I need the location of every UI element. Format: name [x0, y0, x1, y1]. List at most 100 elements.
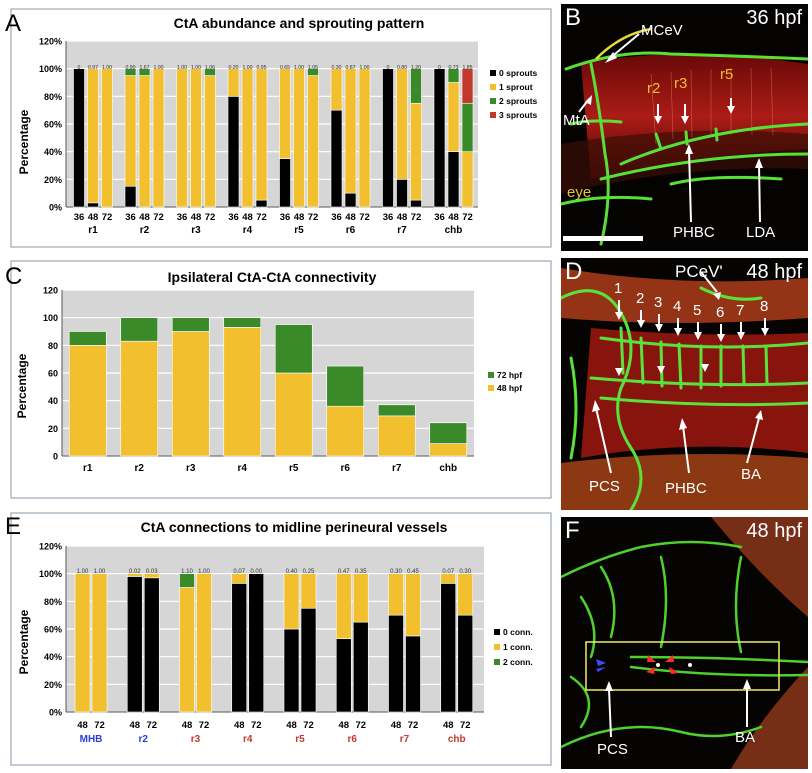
bar-segment — [307, 75, 319, 208]
bar-segment — [388, 573, 404, 616]
legend-swatch — [488, 385, 494, 391]
chart-c-ylabel: Percentage — [15, 353, 29, 418]
group-label: r4 — [243, 225, 253, 236]
label-r3: r3 — [674, 75, 688, 92]
bar-segment — [440, 583, 457, 713]
y-tick-label: 0% — [49, 708, 62, 718]
bar-segment — [388, 614, 404, 713]
bar-segment — [461, 102, 474, 152]
legend-swatch — [494, 659, 500, 665]
value-label: 0.80 — [397, 65, 407, 71]
label-num-5: 5 — [693, 302, 702, 319]
label-eye: eye — [567, 184, 592, 201]
legend-swatch — [494, 629, 500, 635]
bar-segment — [204, 68, 216, 76]
value-label: 0.02 — [129, 569, 141, 575]
bar-segment — [223, 327, 262, 457]
bar-segment — [124, 68, 137, 76]
group-label: r6 — [346, 225, 356, 236]
panel-c-letter: C — [5, 263, 22, 290]
bar-segment — [274, 372, 313, 457]
group-label: r4 — [238, 463, 248, 474]
bar-segment — [330, 68, 343, 111]
bar-segment — [87, 202, 99, 208]
bar-segment — [358, 68, 371, 208]
x-tick-label: 48 — [443, 720, 454, 731]
label-phbc-b: PHBC — [673, 224, 715, 241]
bar-segment — [255, 199, 268, 208]
chart-e-title: CtA connections to midline perineural ve… — [141, 519, 448, 535]
y-tick-label: 40% — [44, 147, 62, 157]
value-label: 0.30 — [459, 569, 471, 575]
chart-c: C Ipsilateral CtA-CtA connectivity Perce… — [5, 260, 552, 499]
group-label: r6 — [348, 734, 358, 745]
value-label: 1.00 — [191, 65, 201, 71]
x-tick-label: 36 — [434, 212, 445, 223]
value-label: 1.10 — [181, 569, 193, 575]
value-label: 1.85 — [462, 65, 472, 71]
bar-segment — [300, 607, 317, 713]
bar-segment — [91, 573, 108, 713]
panel-b-letter: B — [565, 4, 582, 31]
x-tick-label: 48 — [397, 212, 408, 223]
x-tick-label: 48 — [286, 720, 297, 731]
x-tick-label: 72 — [256, 212, 267, 223]
x-tick-label: 48 — [294, 212, 305, 223]
y-tick-label: 120 — [43, 286, 58, 296]
value-label: 1.00 — [102, 65, 112, 71]
group-label: r4 — [243, 734, 253, 745]
group-label: r5 — [295, 734, 305, 745]
bar-segment — [461, 68, 474, 104]
legend-swatch — [494, 644, 500, 650]
panel-b-time: 36 hpf — [746, 7, 802, 29]
value-label: 1.00 — [359, 65, 369, 71]
bar-segment — [143, 573, 160, 579]
x-tick-label: 72 — [205, 212, 216, 223]
bar-segment — [120, 340, 159, 457]
bar-segment — [352, 621, 369, 713]
bar-segment — [279, 68, 291, 159]
label-pcs-d: PCS — [589, 478, 620, 495]
bar-segment — [396, 68, 408, 180]
bar-segment — [176, 68, 188, 208]
label-num-3: 3 — [654, 294, 663, 311]
value-label: 0.47 — [338, 569, 350, 575]
label-num-1: 1 — [614, 280, 623, 297]
bar-segment — [120, 317, 159, 342]
bar-segment — [457, 573, 474, 616]
panel-d-micrograph: D 48 hpf PCeV' 1 2 3 4 5 6 7 8 PCS PHBC … — [561, 258, 808, 510]
panel-c: C Ipsilateral CtA-CtA connectivity Perce… — [4, 258, 554, 502]
panel-d-letter: D — [565, 258, 583, 285]
x-tick-label: 72 — [355, 720, 366, 731]
x-tick-label: 72 — [251, 720, 262, 731]
group-label: r1 — [83, 463, 93, 474]
value-label: 0.35 — [355, 569, 367, 575]
value-label: 0.20 — [228, 65, 238, 71]
group-label: chb — [439, 463, 457, 474]
x-tick-label: 72 — [153, 212, 164, 223]
bar-segment — [227, 96, 240, 208]
legend-label: 1 sprout — [499, 82, 533, 92]
value-label: 1.00 — [294, 65, 304, 71]
group-label: r7 — [392, 463, 402, 474]
group-label: r7 — [400, 734, 410, 745]
label-mcev: MCeV — [641, 22, 683, 39]
legend-label: 1 conn. — [503, 642, 533, 652]
panel-f-micrograph: F 48 hpf PCS BA — [561, 517, 808, 769]
label-ba-d: BA — [741, 466, 762, 483]
bar-segment — [124, 185, 137, 208]
x-tick-label: 48 — [338, 720, 349, 731]
chart-a-title: CtA abundance and sprouting pattern — [174, 15, 425, 31]
bar-segment — [124, 75, 137, 187]
bar-segment — [405, 573, 421, 637]
bar-segment — [274, 324, 313, 374]
chart-e-ylabel: Percentage — [17, 609, 31, 674]
x-tick-label: 72 — [199, 720, 210, 731]
value-label: 0.00 — [250, 569, 262, 575]
x-tick-label: 48 — [345, 212, 356, 223]
bar-segment — [171, 317, 210, 332]
value-label: 0 — [78, 65, 81, 71]
panel-f-time: 48 hpf — [746, 520, 802, 542]
x-tick-label: 48 — [448, 212, 459, 223]
label-r5: r5 — [720, 66, 734, 83]
